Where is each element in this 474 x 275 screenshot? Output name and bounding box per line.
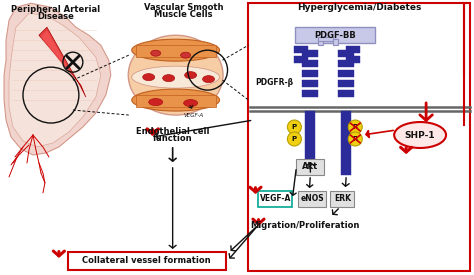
Bar xyxy=(338,70,354,77)
Bar xyxy=(302,60,319,67)
Text: Peripheral Arterial: Peripheral Arterial xyxy=(11,5,100,14)
Bar xyxy=(295,27,375,43)
Circle shape xyxy=(348,120,362,134)
Ellipse shape xyxy=(132,39,219,61)
Text: ERK: ERK xyxy=(334,194,351,204)
Text: Akt: Akt xyxy=(302,163,319,171)
Bar xyxy=(330,191,354,207)
Ellipse shape xyxy=(143,74,155,81)
Text: PDGFR-β: PDGFR-β xyxy=(255,78,293,87)
Text: Muscle Cells: Muscle Cells xyxy=(155,10,213,19)
Bar xyxy=(302,80,319,87)
Text: R: R xyxy=(353,124,358,130)
Ellipse shape xyxy=(128,35,223,115)
Bar xyxy=(305,111,315,175)
Bar xyxy=(338,50,354,57)
Circle shape xyxy=(287,120,301,134)
Polygon shape xyxy=(39,27,86,97)
Ellipse shape xyxy=(163,75,174,82)
Bar xyxy=(319,39,323,45)
Ellipse shape xyxy=(202,76,215,82)
Bar xyxy=(302,50,319,57)
Text: R: R xyxy=(353,136,358,142)
Text: Vascular Smooth: Vascular Smooth xyxy=(144,3,223,12)
Ellipse shape xyxy=(185,72,197,79)
Bar xyxy=(346,56,360,63)
Text: VEGF-A: VEGF-A xyxy=(260,194,291,204)
Bar xyxy=(298,191,326,207)
Bar xyxy=(296,159,324,175)
Polygon shape xyxy=(41,30,81,92)
Bar xyxy=(338,90,354,97)
Text: Collateral vessel formation: Collateral vessel formation xyxy=(82,256,211,265)
Bar xyxy=(319,37,333,41)
Circle shape xyxy=(348,132,362,146)
Text: eNOS: eNOS xyxy=(301,194,324,204)
Text: Migration/Proliferation: Migration/Proliferation xyxy=(251,221,360,230)
Bar xyxy=(302,70,319,77)
Bar xyxy=(294,56,309,63)
Bar xyxy=(136,45,216,57)
Bar xyxy=(341,111,351,175)
Bar xyxy=(294,46,309,53)
Ellipse shape xyxy=(132,66,219,88)
Bar xyxy=(338,80,354,87)
Text: Hyperglycemia/Diabetes: Hyperglycemia/Diabetes xyxy=(297,3,421,12)
Text: Endothelial cell: Endothelial cell xyxy=(136,127,210,136)
Text: P: P xyxy=(292,136,297,142)
Ellipse shape xyxy=(151,50,161,56)
Polygon shape xyxy=(4,3,111,155)
Bar xyxy=(338,60,354,67)
Bar xyxy=(136,95,216,107)
Bar xyxy=(333,39,338,45)
Ellipse shape xyxy=(132,89,219,111)
Polygon shape xyxy=(9,13,101,147)
Ellipse shape xyxy=(181,52,191,58)
Text: Disease: Disease xyxy=(37,12,74,21)
Ellipse shape xyxy=(394,122,446,148)
Bar xyxy=(302,90,319,97)
Bar xyxy=(258,191,292,207)
Text: VEGF-A: VEGF-A xyxy=(183,112,204,117)
Text: function: function xyxy=(153,134,192,143)
Bar xyxy=(248,3,470,271)
Ellipse shape xyxy=(183,100,198,107)
Bar xyxy=(346,46,360,53)
Text: SHP-1: SHP-1 xyxy=(405,131,436,139)
Ellipse shape xyxy=(149,98,163,106)
Text: P: P xyxy=(292,124,297,130)
Text: PDGF-BB: PDGF-BB xyxy=(314,31,356,40)
Bar xyxy=(68,252,226,270)
Circle shape xyxy=(287,132,301,146)
